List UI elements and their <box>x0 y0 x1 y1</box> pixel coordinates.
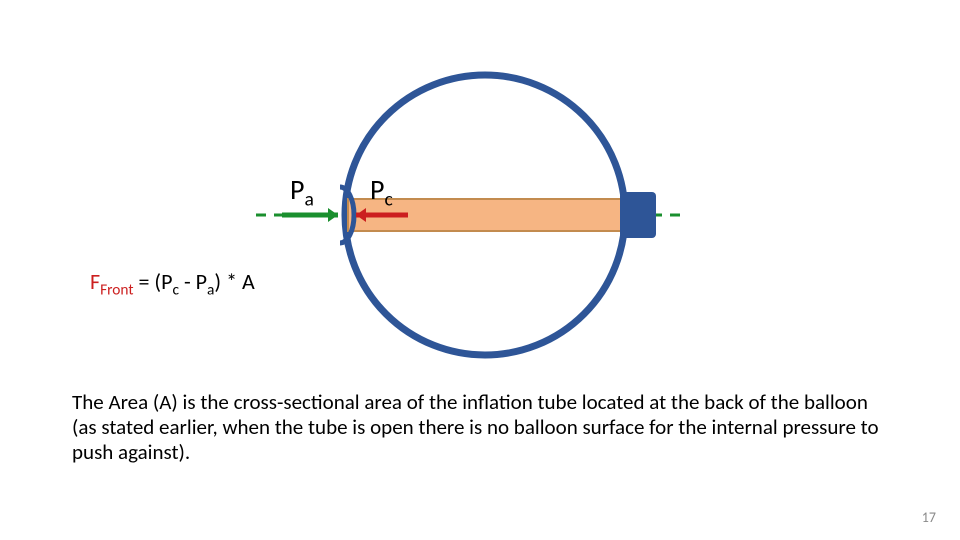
eq-Pa: Pa <box>196 268 215 295</box>
eq-Pc: Pc <box>161 268 179 295</box>
pc-base: P <box>370 172 384 207</box>
description-text: The Area (A) is the cross-sectional area… <box>72 390 892 466</box>
pa-sub: a <box>304 188 313 212</box>
eq-minus: - <box>179 268 196 295</box>
page-number: 17 <box>922 509 936 526</box>
eq-F: FFront <box>90 268 134 295</box>
pa-label: Pa <box>290 172 314 212</box>
pa-base: P <box>290 172 304 207</box>
eq-tail: ) * A <box>214 268 254 295</box>
eq-equals: = ( <box>134 268 162 295</box>
pc-label: Pc <box>370 172 393 212</box>
equation: FFront = (Pc - Pa) * A <box>90 268 255 299</box>
nozzle <box>620 192 656 238</box>
diagram: Pa Pc FFront = (Pc - Pa) * A The Area (A… <box>0 0 960 540</box>
pc-sub: c <box>384 188 392 212</box>
